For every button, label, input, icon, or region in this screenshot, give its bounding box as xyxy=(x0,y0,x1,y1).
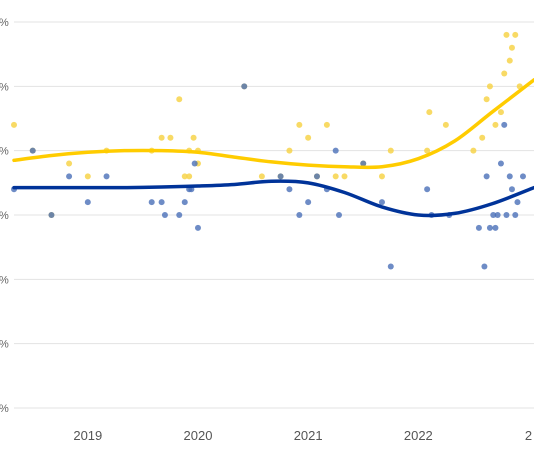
data-point-yellow xyxy=(186,173,193,180)
data-point-yellow xyxy=(286,147,293,154)
trend-line-blue xyxy=(12,179,534,218)
data-point-blue xyxy=(181,199,188,206)
data-point-yellow xyxy=(158,134,165,141)
data-point-yellow xyxy=(479,134,486,141)
trend-line-yellow xyxy=(12,78,534,170)
data-point-blue xyxy=(336,212,342,218)
y-tick-label: % xyxy=(0,339,9,351)
data-point-blue xyxy=(508,186,515,193)
data-point-blue xyxy=(296,212,303,218)
data-point-blue xyxy=(492,224,499,231)
data-point-yellow xyxy=(387,147,394,154)
data-point-yellow xyxy=(512,31,519,38)
data-point-yellow xyxy=(341,173,348,180)
data-point-blue xyxy=(424,186,431,193)
data-point-yellow xyxy=(501,70,508,77)
x-axis: 2019 2020 2021 2022 2 xyxy=(73,428,532,443)
data-point-yellow xyxy=(323,121,330,128)
y-tick-label: % xyxy=(0,403,9,415)
data-point-yellow xyxy=(486,83,493,90)
data-point-blue xyxy=(84,199,91,206)
data-point-blue xyxy=(158,199,165,206)
data-point-yellow xyxy=(66,160,73,167)
data-point-blue xyxy=(103,173,110,180)
trend-lines xyxy=(12,78,534,218)
y-axis: %%%%%%% xyxy=(0,17,9,415)
data-point-blue xyxy=(378,199,385,206)
data-point-blue xyxy=(519,173,526,180)
data-point-blue xyxy=(503,212,510,218)
data-point-yellow xyxy=(497,109,504,116)
data-point-yellow xyxy=(181,173,188,180)
data-point-blue xyxy=(148,199,155,206)
data-point-blue xyxy=(332,147,339,154)
data-point-blue xyxy=(48,212,55,218)
data-point-blue xyxy=(313,173,320,180)
data-point-blue xyxy=(29,147,36,154)
data-point-yellow xyxy=(176,96,183,103)
data-point-blue xyxy=(277,173,284,180)
data-point-blue xyxy=(161,212,168,218)
data-point-blue xyxy=(497,160,504,167)
data-point-yellow xyxy=(258,173,265,180)
data-point-blue xyxy=(486,224,493,231)
x-tick-label: 2022 xyxy=(404,428,433,443)
data-point-blue xyxy=(483,173,490,180)
data-point-blue xyxy=(494,212,501,218)
data-point-yellow xyxy=(190,134,197,141)
data-point-yellow xyxy=(305,134,312,141)
data-point-blue xyxy=(191,160,198,167)
data-point-yellow xyxy=(332,173,339,180)
data-point-yellow xyxy=(492,121,499,128)
data-point-yellow xyxy=(167,134,174,141)
x-tick-label: 2 xyxy=(525,428,532,443)
data-point-blue xyxy=(194,224,201,231)
data-point-blue xyxy=(501,121,508,128)
data-point-yellow xyxy=(470,147,477,154)
data-point-blue xyxy=(360,160,367,167)
data-point-blue xyxy=(286,186,293,193)
data-point-blue xyxy=(66,173,73,180)
data-point-yellow xyxy=(378,173,385,180)
data-point-blue xyxy=(387,263,394,270)
data-point-blue xyxy=(506,173,513,180)
y-tick-label: % xyxy=(0,210,9,222)
data-point-blue xyxy=(241,83,248,90)
data-point-yellow xyxy=(296,121,303,128)
y-tick-label: % xyxy=(0,146,9,158)
data-point-yellow xyxy=(84,173,91,180)
data-point-yellow xyxy=(506,57,513,64)
data-point-blue xyxy=(475,224,482,231)
x-tick-label: 2020 xyxy=(184,428,213,443)
x-tick-label: 2019 xyxy=(73,428,102,443)
data-point-yellow xyxy=(442,121,449,128)
data-point-yellow xyxy=(426,109,433,116)
data-point-blue xyxy=(490,212,497,218)
data-point-blue xyxy=(481,263,488,270)
data-point-yellow xyxy=(508,44,515,51)
data-point-blue xyxy=(514,199,521,206)
data-point-yellow xyxy=(11,121,17,128)
y-tick-label: % xyxy=(0,17,9,29)
data-point-yellow xyxy=(424,147,431,154)
data-point-yellow xyxy=(503,31,510,38)
x-tick-label: 2021 xyxy=(294,428,323,443)
gridlines xyxy=(14,21,534,409)
data-point-blue xyxy=(176,212,183,218)
scatter-points xyxy=(11,31,526,270)
data-point-blue xyxy=(512,212,519,218)
data-point-blue xyxy=(305,199,312,206)
y-tick-label: % xyxy=(0,274,9,286)
y-tick-label: % xyxy=(0,81,9,93)
data-point-yellow xyxy=(483,96,490,103)
